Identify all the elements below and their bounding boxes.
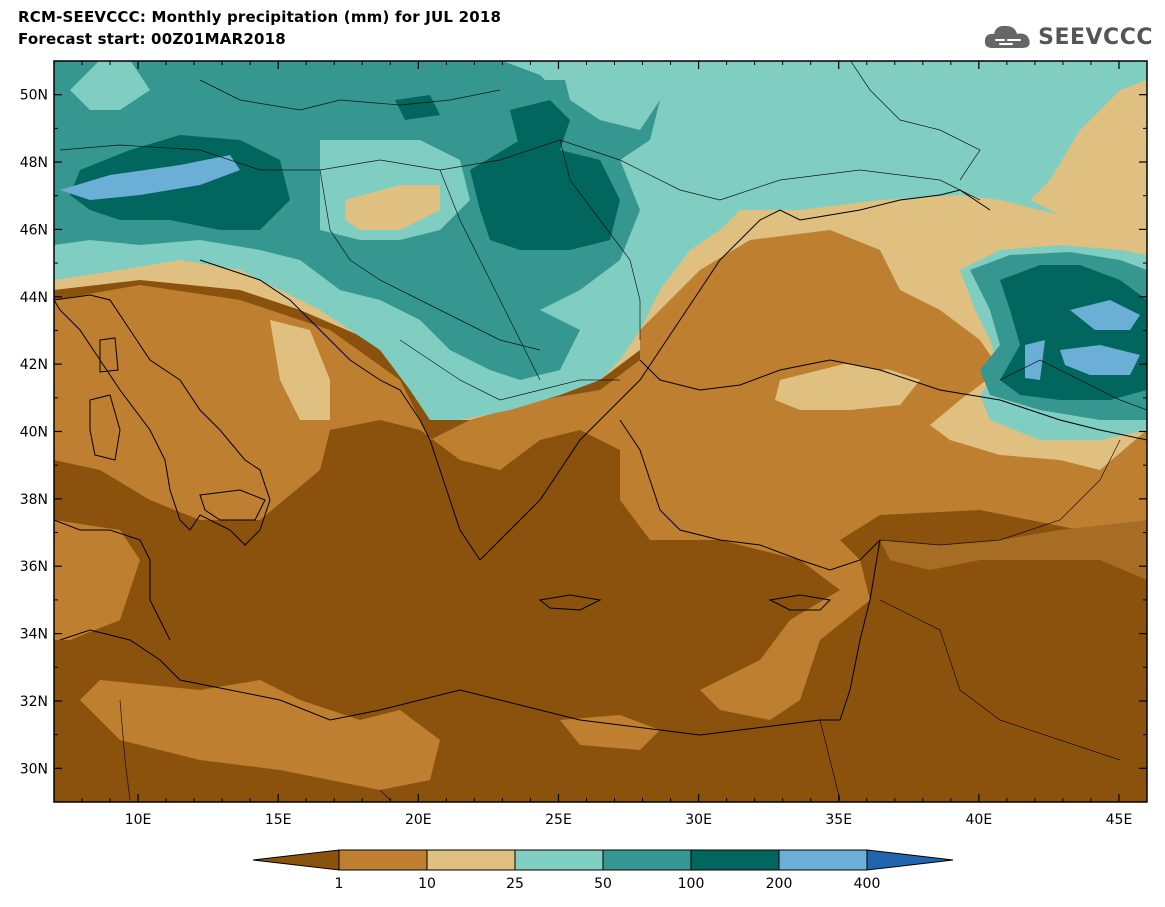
border-line <box>879 599 1121 761</box>
border-line <box>999 359 1147 411</box>
border-line <box>319 169 541 351</box>
colorbar-high-arrow <box>866 849 954 871</box>
lon-tick-label: 20E <box>405 812 432 828</box>
colorbar-swatch <box>778 849 868 871</box>
forecast-start-label: Forecast start: 00Z01MAR2018 <box>18 30 286 48</box>
precip-band-100-200 <box>470 140 620 250</box>
precip-band-1-10 <box>560 715 660 750</box>
precip-band-100-200 <box>395 95 440 120</box>
sardinia-coast <box>89 394 121 461</box>
border-line <box>719 169 981 201</box>
colorbar-label: 1 <box>335 876 344 892</box>
precip-band-25-50 <box>70 61 150 110</box>
precip-band-200-400 <box>60 155 240 200</box>
longitude-axis: 10E 15E 20E 25E 30E 35E 40E 45E <box>81 61 1148 828</box>
lat-tick-label: 40N <box>20 425 48 441</box>
tunisia-coast <box>54 519 171 641</box>
turkey-south-coast <box>619 419 881 571</box>
colorbar-label: 25 <box>506 876 524 892</box>
precip-band-25-50 <box>560 61 660 130</box>
precip-band-10-25 <box>345 185 440 230</box>
lat-tick-label: 42N <box>20 357 48 373</box>
precip-band-1-10-fringe <box>880 520 1147 580</box>
lon-tick-label: 45E <box>1106 812 1133 828</box>
lon-tick-label: 30E <box>685 812 712 828</box>
lat-tick-label: 36N <box>20 559 48 575</box>
colorbar: 1 10 25 50 100 200 400 <box>252 849 954 892</box>
cloud-icon <box>985 25 1030 48</box>
country-borders <box>59 61 1147 801</box>
precipitation-field <box>54 61 1147 802</box>
precip-band-200-400 <box>1025 340 1045 380</box>
colorbar-swatch <box>426 849 516 871</box>
colorbar-low-arrow <box>252 849 340 871</box>
border-line <box>850 61 981 181</box>
colorbar-label: 50 <box>594 876 612 892</box>
precip-band-100-200 <box>1000 265 1147 400</box>
colorbar-label: 200 <box>766 876 793 892</box>
lon-tick-label: 40E <box>966 812 993 828</box>
lat-tick-label: 32N <box>20 694 48 710</box>
balkans-coast <box>199 189 991 561</box>
precip-band-200-400 <box>1060 345 1140 375</box>
lat-tick-label: 34N <box>20 627 48 643</box>
coastlines <box>54 189 1147 736</box>
border-line <box>819 719 841 801</box>
lon-tick-label: 15E <box>265 812 292 828</box>
lon-tick-label: 35E <box>825 812 852 828</box>
colorbar-label: 100 <box>678 876 705 892</box>
sicily-coast <box>199 489 266 521</box>
precip-band-200-400 <box>1070 300 1140 330</box>
border-line <box>119 699 131 801</box>
precip-band-10-25 <box>1050 90 1147 250</box>
colorbar-swatch <box>338 849 428 871</box>
lat-tick-label: 46N <box>20 222 48 238</box>
lat-tick-label: 38N <box>20 492 48 508</box>
seevccc-logo: SEEVCCC <box>982 20 1153 54</box>
precip-band-1-10 <box>80 680 440 790</box>
africa-coast <box>59 629 840 736</box>
latitude-axis: 50N 48N 46N 44N 42N 40N 38N 36N 34N 32N 30N <box>20 88 1147 777</box>
border-line <box>559 139 641 340</box>
colorbar-swatch <box>690 849 780 871</box>
lon-tick-label: 10E <box>125 812 152 828</box>
border-line <box>879 439 1121 546</box>
border-line <box>379 789 391 801</box>
precip-band-10-25 <box>775 360 920 410</box>
lat-tick-label: 48N <box>20 155 48 171</box>
lat-tick-label: 44N <box>20 290 48 306</box>
levant-coast <box>839 539 881 721</box>
border-line <box>199 79 501 111</box>
colorbar-label: 400 <box>854 876 881 892</box>
map-title: RCM-SEEVCCC: Monthly precipitation (mm) … <box>18 8 502 26</box>
lat-tick-label: 30N <box>20 761 48 777</box>
border-line <box>439 169 541 381</box>
precip-band-10-25 <box>270 320 330 420</box>
lon-tick-label: 25E <box>545 812 572 828</box>
border-line <box>59 139 721 201</box>
italy-coast <box>54 294 271 546</box>
precip-band-100-200 <box>510 100 570 150</box>
lat-tick-label: 50N <box>20 88 48 104</box>
precip-band-1-10 <box>640 230 960 390</box>
colorbar-swatch <box>514 849 604 871</box>
colorbar-swatch <box>602 849 692 871</box>
colorbar-label: 10 <box>418 876 436 892</box>
turkey-north-coast <box>639 359 1147 441</box>
precip-band-1-10 <box>54 520 140 640</box>
crete-coast <box>538 594 602 611</box>
logo-text: SEEVCCC <box>1038 24 1153 50</box>
cyprus-coast <box>768 594 832 611</box>
border-line <box>399 339 620 401</box>
corsica-coast <box>99 337 119 373</box>
